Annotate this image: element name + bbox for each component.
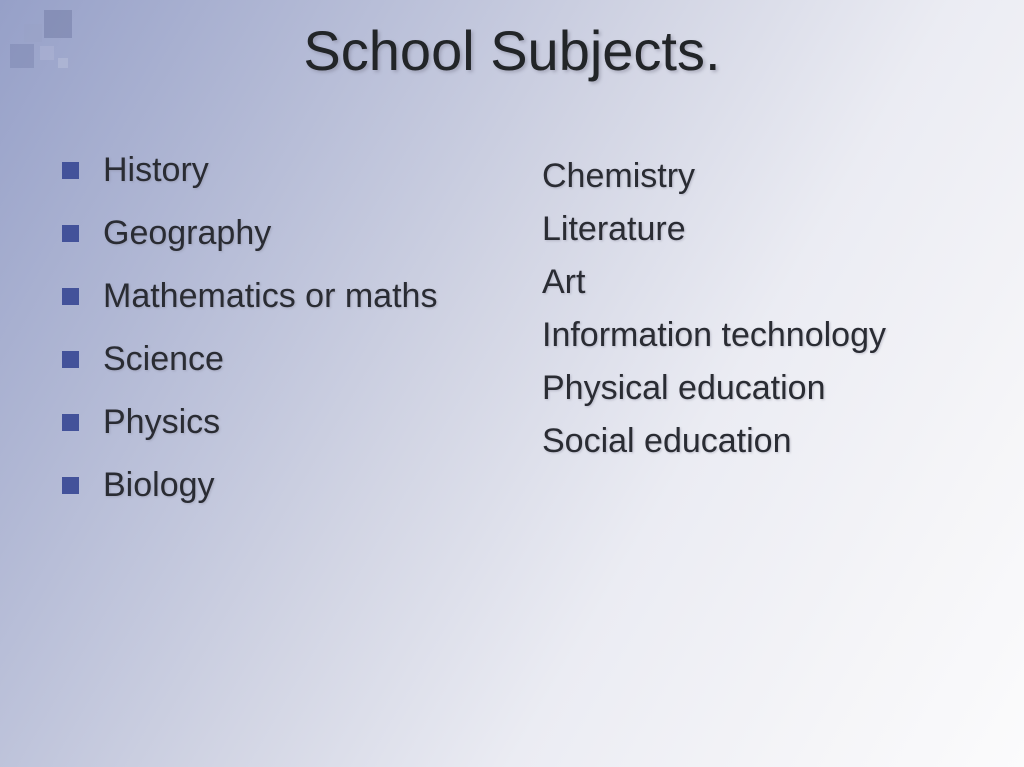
list-item: Mathematics or maths <box>62 277 542 316</box>
list-item: Information technology <box>542 316 984 355</box>
list-item-label: Biology <box>103 466 215 505</box>
list-item-label: Social education <box>542 422 792 460</box>
bullet-icon <box>62 288 79 305</box>
list-item: Literature <box>542 210 984 249</box>
left-column: History Geography Mathematics or maths S… <box>62 151 542 529</box>
list-item-label: Geography <box>103 214 271 253</box>
list-item-label: Science <box>103 340 224 379</box>
list-item: Physical education <box>542 369 984 408</box>
bullet-icon <box>62 477 79 494</box>
list-item-label: Physical education <box>542 369 826 407</box>
list-item-label: Chemistry <box>542 157 695 195</box>
list-item: Biology <box>62 466 542 505</box>
list-item-label: Information technology <box>542 316 886 354</box>
list-item-label: Art <box>542 263 585 301</box>
right-column: Chemistry Literature Art Information tec… <box>542 151 984 529</box>
list-item: Physics <box>62 403 542 442</box>
list-item: Social education <box>542 422 984 461</box>
list-item-label: History <box>103 151 209 190</box>
bullet-icon <box>62 225 79 242</box>
list-item: Art <box>542 263 984 302</box>
list-item: Geography <box>62 214 542 253</box>
bullet-icon <box>62 414 79 431</box>
content-columns: History Geography Mathematics or maths S… <box>0 151 1024 529</box>
list-item: History <box>62 151 542 190</box>
bullet-icon <box>62 351 79 368</box>
slide: School Subjects. History Geography Mathe… <box>0 0 1024 767</box>
slide-title: School Subjects. <box>0 18 1024 83</box>
list-item-label: Mathematics or maths <box>103 277 437 316</box>
list-item: Science <box>62 340 542 379</box>
list-item: Chemistry <box>542 157 984 196</box>
bullet-icon <box>62 162 79 179</box>
list-item-label: Literature <box>542 210 686 248</box>
list-item-label: Physics <box>103 403 220 442</box>
